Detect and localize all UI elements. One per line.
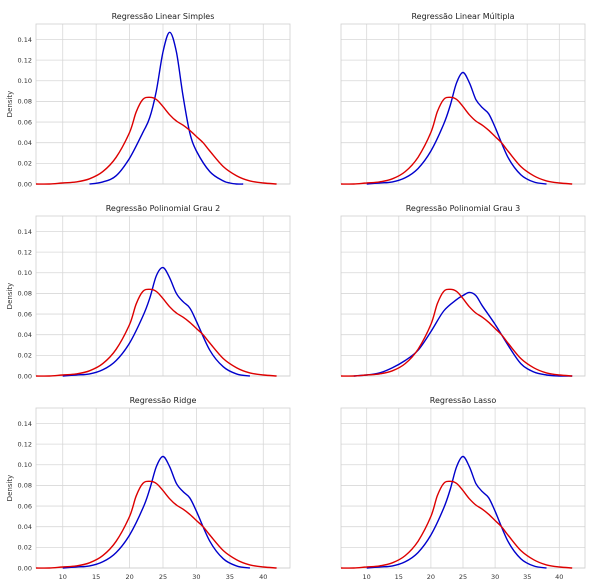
x-tick-label: 10 bbox=[363, 573, 371, 581]
plot-frame bbox=[340, 407, 586, 569]
x-tick-label: 25 bbox=[459, 573, 467, 581]
series-blue-line bbox=[89, 31, 244, 185]
y-tick-label: 0.10 bbox=[18, 461, 32, 469]
plot-frame bbox=[340, 23, 586, 185]
x-tick-label: 30 bbox=[491, 573, 499, 581]
y-tick-label: 0.02 bbox=[18, 352, 32, 360]
subplot-title: Regressão Lasso bbox=[430, 396, 497, 405]
x-tick-label: 15 bbox=[395, 573, 403, 581]
y-tick-label: 0.08 bbox=[18, 290, 32, 298]
y-tick-label: 0.06 bbox=[18, 118, 32, 126]
series-red-line bbox=[340, 288, 573, 377]
y-tick-label: 0.00 bbox=[18, 372, 32, 380]
y-tick-label: 0.14 bbox=[18, 36, 32, 44]
subplot-6: 10 15 20 25 30 35 40 Regressão Lasso bbox=[340, 396, 586, 581]
y-tick-label: 0.06 bbox=[18, 502, 32, 510]
x-tick-label: 10 bbox=[59, 573, 67, 581]
y-tick-label: 0.12 bbox=[18, 248, 32, 256]
y-tick-label: 0.12 bbox=[18, 440, 32, 448]
series-red-line bbox=[35, 96, 277, 185]
x-tick-label: 40 bbox=[259, 573, 267, 581]
series-blue-line bbox=[366, 71, 547, 185]
x-tick-label: 30 bbox=[192, 573, 200, 581]
x-tick-label: 20 bbox=[125, 573, 133, 581]
plot-frame bbox=[35, 23, 291, 185]
y-tick-label: 0.04 bbox=[18, 139, 32, 147]
subplot-title: Regressão Ridge bbox=[130, 396, 197, 405]
x-tick-label: 40 bbox=[555, 573, 563, 581]
subplot-4: Regressão Polinomial Grau 3 bbox=[340, 204, 586, 377]
x-tick-label: 20 bbox=[427, 573, 435, 581]
y-tick-label: 0.10 bbox=[18, 269, 32, 277]
y-tick-label: 0.04 bbox=[18, 331, 32, 339]
y-tick-label: 0.08 bbox=[18, 98, 32, 106]
y-tick-label: 0.06 bbox=[18, 310, 32, 318]
series-blue-line bbox=[353, 291, 573, 377]
subplot-2: Regressão Linear Múltipla bbox=[340, 12, 586, 185]
y-tick-label: 0.02 bbox=[18, 160, 32, 168]
y-tick-label: 0.08 bbox=[18, 482, 32, 490]
subplot-title: Regressão Linear Simples bbox=[112, 12, 215, 21]
subplot-title: Regressão Polinomial Grau 2 bbox=[106, 204, 221, 213]
y-tick-label: 0.00 bbox=[18, 564, 32, 572]
series-red-line bbox=[35, 480, 277, 569]
x-tick-label: 15 bbox=[92, 573, 100, 581]
y-tick-label: 0.10 bbox=[18, 77, 32, 85]
y-axis-label: Density bbox=[6, 283, 14, 310]
subplot-title: Regressão Linear Múltipla bbox=[411, 12, 514, 21]
y-tick-label: 0.04 bbox=[18, 523, 32, 531]
subplot-3: 0.00 0.02 0.04 0.06 0.08 0.10 0.12 0.14 Regressã… bbox=[6, 204, 291, 380]
plot-frame bbox=[340, 215, 586, 377]
series-blue-line bbox=[62, 455, 250, 569]
series-blue-line bbox=[62, 266, 250, 377]
y-tick-label: 0.02 bbox=[18, 544, 32, 552]
y-tick-label: 0.14 bbox=[18, 228, 32, 236]
series-red-line bbox=[340, 480, 573, 569]
subplot-title: Regressão Polinomial Grau 3 bbox=[406, 204, 521, 213]
series-red-line bbox=[340, 96, 573, 185]
y-axis-label: Density bbox=[6, 91, 14, 118]
series-red-line bbox=[35, 288, 277, 377]
plot-frame bbox=[35, 407, 291, 569]
x-tick-label: 25 bbox=[159, 573, 167, 581]
x-tick-label: 35 bbox=[523, 573, 531, 581]
subplot-1: 0.00 0.02 0.04 0.06 0.08 0.10 0.12 0.14 Regressã… bbox=[6, 12, 291, 188]
y-axis-label: Density bbox=[6, 475, 14, 502]
x-tick-label: 35 bbox=[226, 573, 234, 581]
y-tick-label: 0.00 bbox=[18, 180, 32, 188]
plot-frame bbox=[35, 215, 291, 377]
series-blue-line bbox=[366, 455, 547, 569]
y-tick-label: 0.12 bbox=[18, 56, 32, 64]
y-tick-label: 0.14 bbox=[18, 420, 32, 428]
subplot-5: 0.00 0.02 0.04 0.06 0.08 0.10 0.12 0.14 10 15 20 25… bbox=[6, 396, 291, 581]
